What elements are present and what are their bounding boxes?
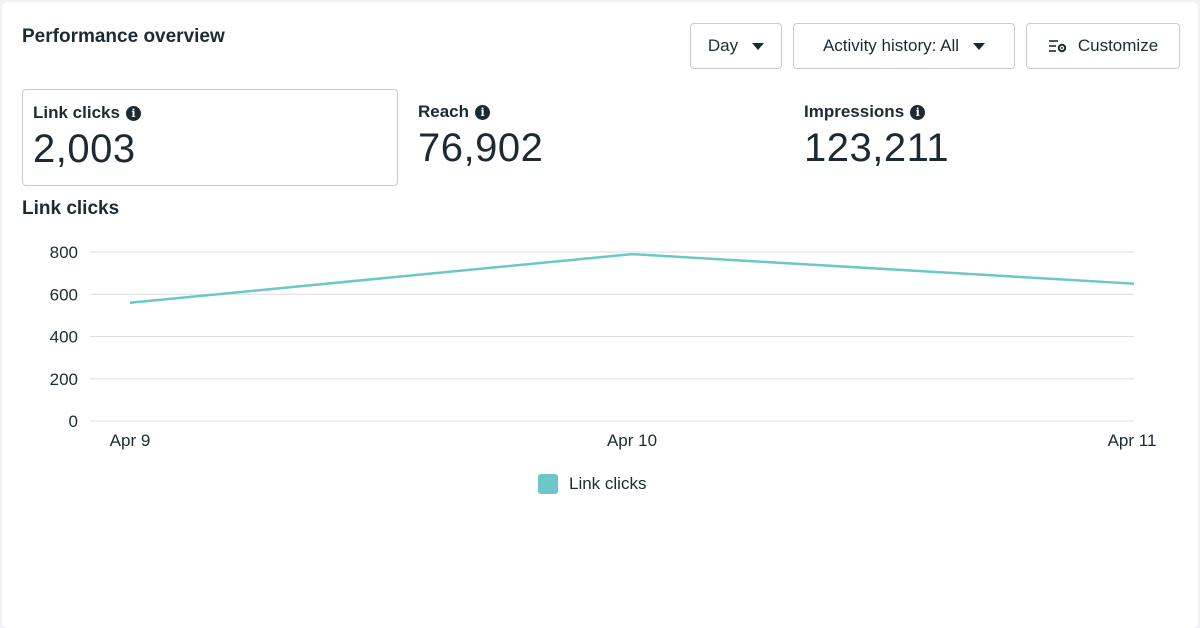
metric-label: Reach	[418, 102, 470, 121]
y-tick-label: 200	[50, 370, 78, 389]
x-tick-label: Apr 11	[1108, 431, 1157, 450]
y-tick-label: 400	[50, 328, 78, 347]
caret-down-icon	[973, 42, 986, 50]
customize-settings-icon	[1048, 40, 1067, 53]
caret-down-icon	[752, 42, 765, 50]
info-icon[interactable]: i	[475, 104, 491, 120]
customize-button[interactable]: Customize	[1026, 23, 1180, 69]
y-tick-label: 0	[69, 412, 78, 431]
x-tick-label: Apr 9	[110, 431, 151, 450]
page-title: Performance overview	[22, 26, 225, 47]
x-tick-label: Apr 10	[607, 431, 657, 450]
metric-link-clicks[interactable]: Link clicks i 2,003	[22, 89, 398, 186]
metric-value: 2,003	[33, 127, 136, 171]
metric-value: 76,902	[418, 126, 544, 170]
metric-reach[interactable]: Reach i 76,902	[408, 89, 778, 186]
info-icon[interactable]: i	[910, 104, 926, 120]
chart-title: Link clicks	[22, 198, 120, 219]
legend-label: Link clicks	[569, 474, 647, 493]
metric-label: Impressions	[804, 102, 905, 121]
customize-label: Customize	[1077, 36, 1159, 55]
metric-value: 123,211	[804, 126, 950, 170]
legend-swatch	[538, 474, 558, 494]
series-line	[129, 252, 1135, 304]
day-dropdown-label: Day	[707, 36, 739, 55]
metric-label: Link clicks	[33, 103, 120, 122]
activity-history-label: Activity history: All	[822, 36, 960, 55]
metric-impressions[interactable]: Impressions i 123,211	[794, 89, 1164, 186]
info-icon[interactable]: i	[125, 105, 141, 121]
activity-history-dropdown[interactable]: Activity history: All	[793, 23, 1015, 69]
y-tick-label: 800	[50, 243, 78, 262]
day-dropdown[interactable]: Day	[690, 23, 782, 69]
y-tick-label: 600	[50, 285, 78, 304]
chart-legend[interactable]: Link clicks	[538, 474, 646, 494]
